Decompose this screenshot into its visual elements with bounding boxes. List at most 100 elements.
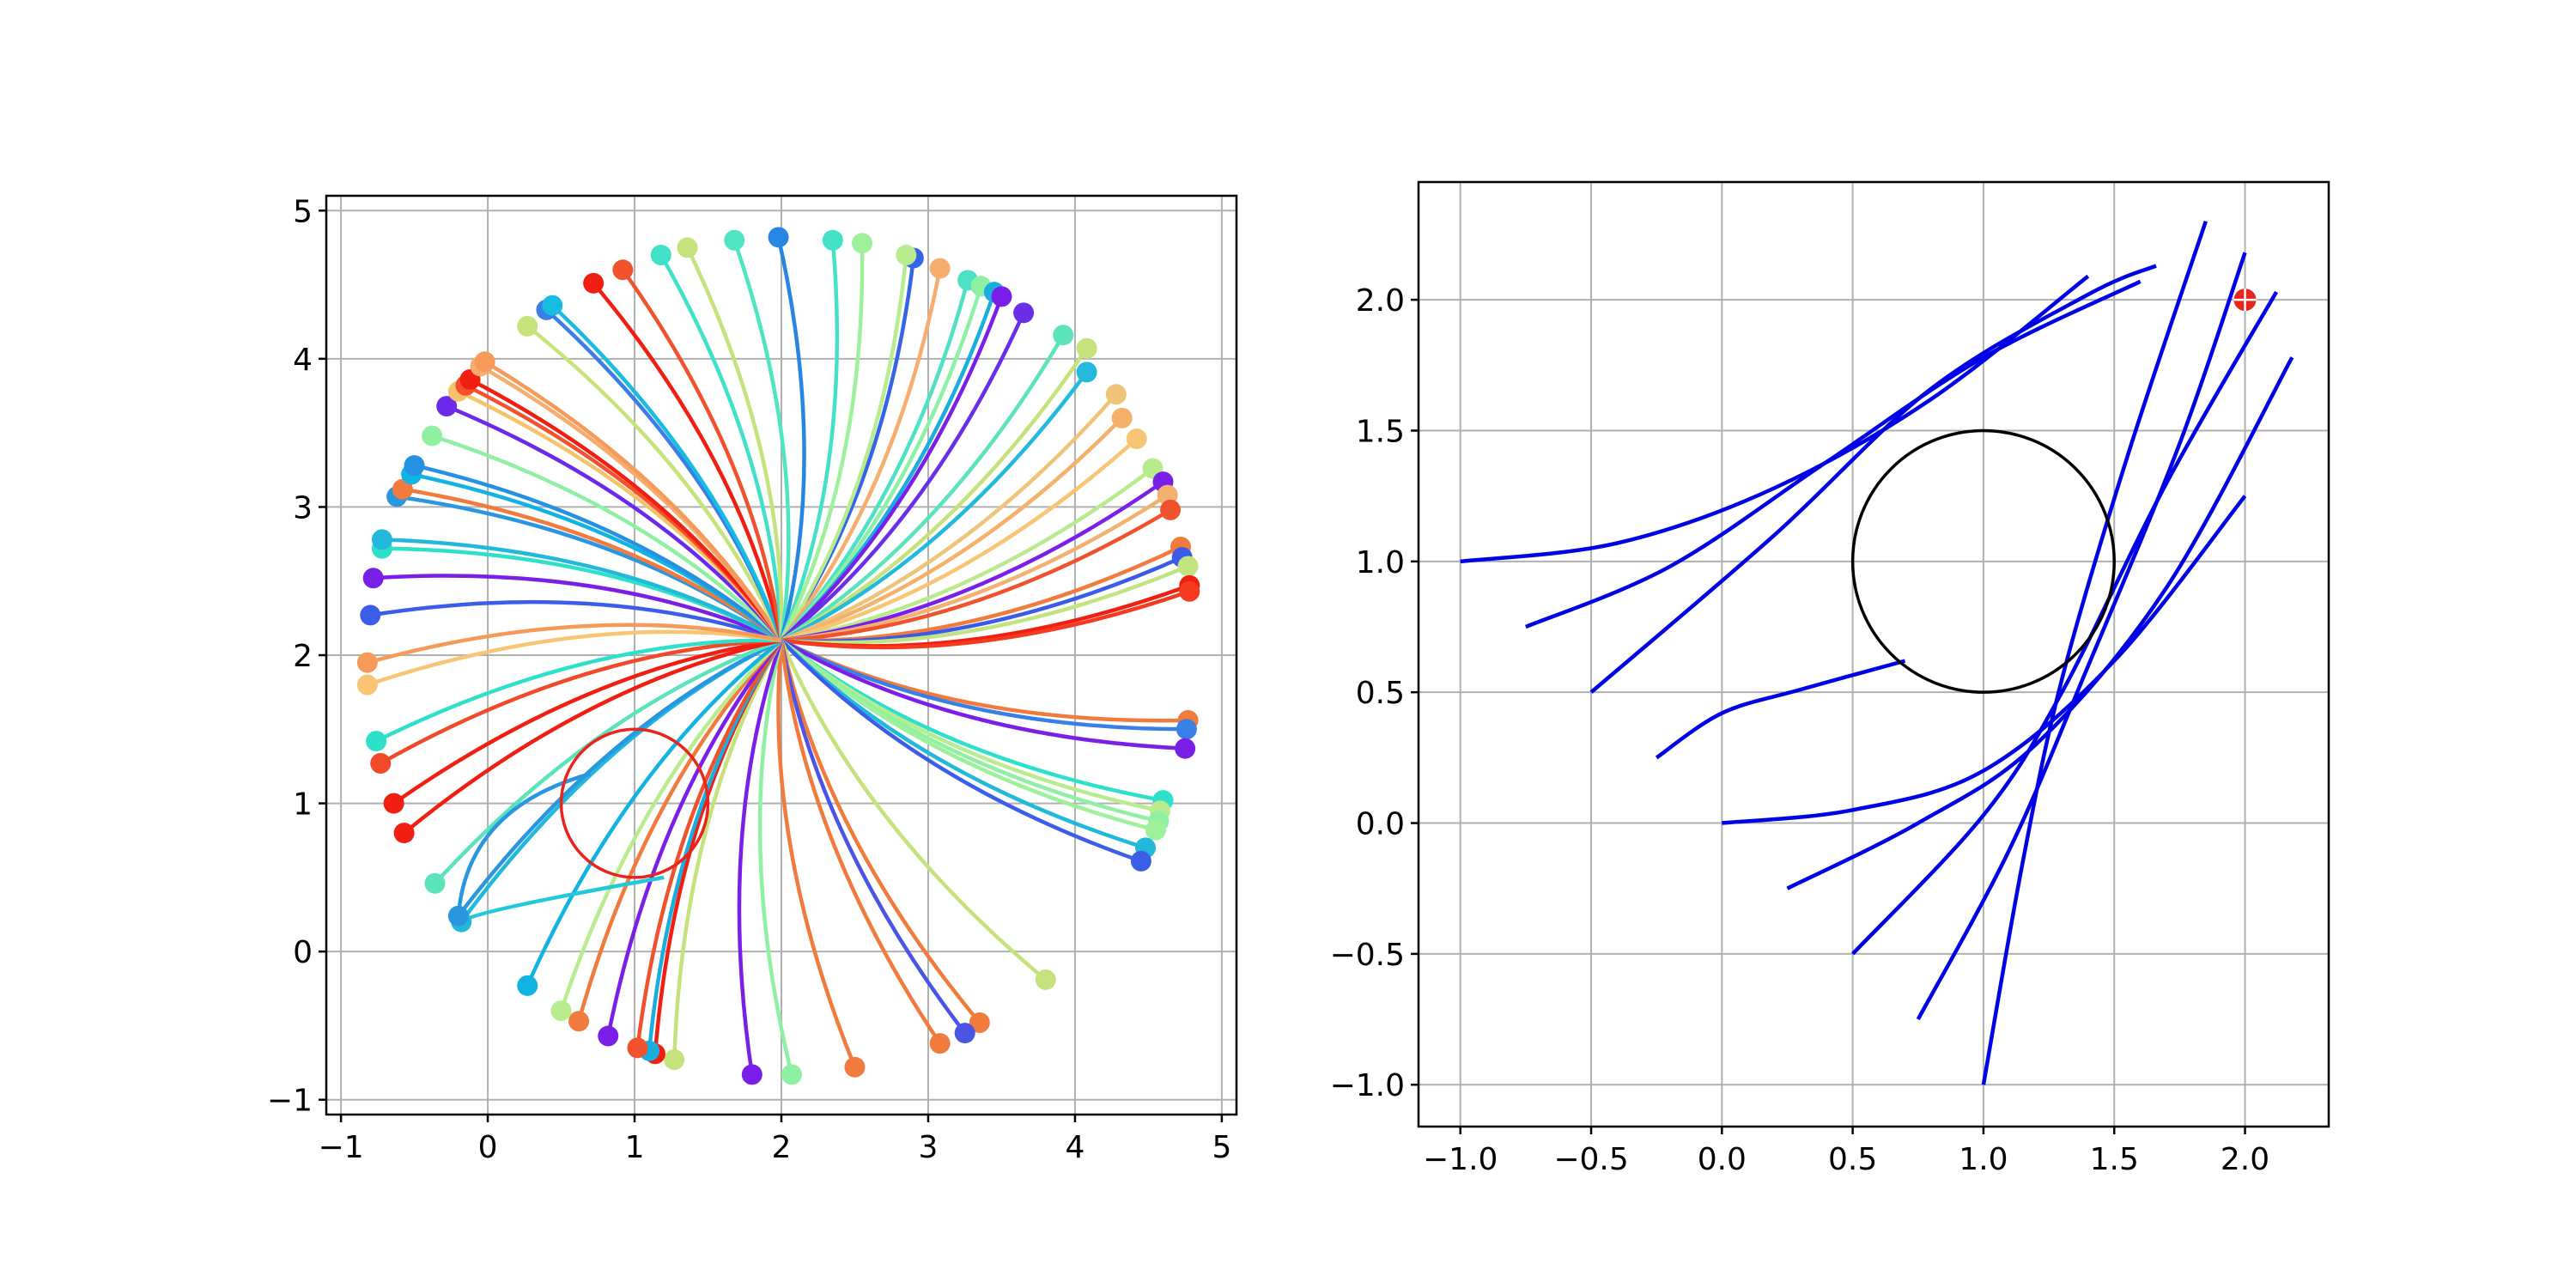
trajectory-line xyxy=(375,638,782,744)
left-y-tick-label: 4 xyxy=(293,343,313,378)
trajectory-line xyxy=(621,268,784,641)
start-point-marker xyxy=(1053,325,1074,346)
start-point-marker xyxy=(542,295,563,316)
trajectory-line xyxy=(606,639,783,1036)
right-y-tick-label: 0.5 xyxy=(1356,676,1405,711)
trajectory-line xyxy=(457,638,782,918)
start-point-marker xyxy=(1105,384,1127,405)
right-plot-area xyxy=(1460,220,2294,1085)
right-x-tick-label: 2.0 xyxy=(2221,1142,2269,1177)
left-chart-trajectories: −1 0 1 2 3 4 5 −1 0 1 2 3 4 5 xyxy=(267,194,1238,1165)
trajectory-line xyxy=(1916,252,2247,1021)
trajectory-line xyxy=(559,639,783,1012)
start-point-marker xyxy=(627,1037,648,1059)
start-point-marker xyxy=(844,1056,866,1078)
trajectory-line xyxy=(526,325,784,641)
start-point-marker xyxy=(1111,407,1133,428)
start-point-marker xyxy=(370,752,392,774)
start-point-marker xyxy=(371,529,392,550)
start-point-marker xyxy=(598,1025,619,1047)
trajectory-line xyxy=(781,507,1172,642)
start-point-marker xyxy=(366,731,387,752)
trajectory-line xyxy=(367,623,782,665)
start-point-marker xyxy=(929,1033,951,1054)
trajectory-line xyxy=(576,639,783,1022)
start-point-marker xyxy=(664,1049,685,1071)
trajectory-line xyxy=(1525,279,2142,629)
right-x-tick-label: −0.5 xyxy=(1553,1142,1628,1177)
start-point-marker xyxy=(852,233,873,254)
start-point-marker xyxy=(1076,337,1097,359)
trajectory-line xyxy=(780,268,942,642)
start-point-marker xyxy=(517,975,538,996)
start-point-marker xyxy=(954,1023,975,1044)
trajectory-line xyxy=(779,640,981,1024)
trajectory-line xyxy=(414,463,783,642)
start-point-marker xyxy=(1177,556,1199,577)
trajectory-line xyxy=(381,538,783,642)
right-y-tick-label: −1.0 xyxy=(1330,1068,1405,1103)
trajectory-line xyxy=(1981,220,2208,1085)
start-point-marker xyxy=(781,1064,802,1085)
trajectory-line xyxy=(1850,290,2279,956)
start-point-marker xyxy=(1145,819,1166,841)
start-point-marker xyxy=(896,245,917,266)
start-point-marker xyxy=(1176,719,1197,740)
left-y-tick-label: −1 xyxy=(267,1084,313,1119)
trajectory-line xyxy=(1655,659,1906,760)
start-point-marker xyxy=(360,605,381,626)
left-x-tick-label: 1 xyxy=(625,1130,645,1165)
left-y-tick-label: 2 xyxy=(293,639,313,674)
right-x-tick-label: 1.5 xyxy=(2090,1142,2139,1177)
trajectory-line xyxy=(367,629,782,687)
start-point-marker xyxy=(612,259,634,281)
start-point-marker xyxy=(447,905,469,927)
trajectory-line xyxy=(402,487,783,642)
trajectory-line xyxy=(780,638,1187,732)
trajectory-line xyxy=(685,246,784,641)
trajectory-line xyxy=(779,240,840,641)
left-plot-frame xyxy=(325,194,1238,1116)
left-y-tick-label: 5 xyxy=(293,194,313,229)
trajectory-line xyxy=(780,254,908,641)
obstacle-circle xyxy=(559,727,710,879)
left-plot-area xyxy=(356,227,1200,1085)
trajectory-line xyxy=(446,404,783,642)
start-point-marker xyxy=(474,351,495,373)
trajectory-line xyxy=(776,640,857,1068)
trajectory-line xyxy=(780,639,1142,864)
start-point-marker xyxy=(356,652,378,673)
right-x-tick-label: 0.0 xyxy=(1698,1142,1747,1177)
trajectory-line xyxy=(1589,264,2157,694)
right-plot-frame xyxy=(1417,180,2330,1128)
trajectory-hook-line xyxy=(456,771,592,916)
trajectory-line xyxy=(1786,356,2294,890)
trajectory-line xyxy=(392,638,782,805)
trajectory-line xyxy=(781,564,1189,645)
trajectory-line xyxy=(380,638,782,765)
start-point-marker xyxy=(650,245,671,266)
trajectory-line xyxy=(781,371,1089,642)
trajectory-line xyxy=(592,282,784,641)
start-point-marker xyxy=(1179,580,1200,602)
start-point-marker xyxy=(677,237,698,258)
trajectory-line xyxy=(776,236,806,641)
trajectory-line xyxy=(526,638,783,987)
start-point-marker xyxy=(741,1064,762,1085)
start-point-marker xyxy=(822,229,843,251)
right-x-tick-label: 0.5 xyxy=(1828,1142,1877,1177)
trajectory-line xyxy=(635,639,783,1048)
trajectory-line xyxy=(780,295,1004,642)
trajectory-line xyxy=(779,640,942,1045)
trajectory-line xyxy=(659,253,784,641)
trajectory-line xyxy=(781,437,1139,642)
trajectory-line xyxy=(779,639,1048,981)
start-point-marker xyxy=(1013,302,1035,324)
start-point-marker xyxy=(393,823,415,844)
right-chart-trajectories: −1.0 −0.5 0.0 0.5 1.0 1.5 2.0 −1.0 −0.5 0.0 0.5 1.0… xyxy=(1330,180,2330,1177)
start-point-marker xyxy=(1076,361,1097,383)
start-point-marker xyxy=(929,258,951,279)
start-point-marker xyxy=(969,1012,990,1033)
trajectory-line xyxy=(469,378,783,642)
